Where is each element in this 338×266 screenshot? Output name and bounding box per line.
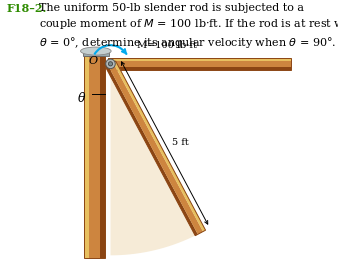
Polygon shape (82, 51, 109, 56)
Polygon shape (108, 58, 291, 61)
Polygon shape (84, 56, 89, 258)
Text: 5 ft: 5 ft (172, 139, 189, 147)
Polygon shape (84, 56, 105, 258)
Text: M=100 lb·ft: M=100 lb·ft (137, 41, 197, 50)
Polygon shape (105, 61, 206, 236)
Polygon shape (111, 64, 200, 255)
Text: The uniform 50-lb slender rod is subjected to a
couple moment of $M$ = 100 lb·ft: The uniform 50-lb slender rod is subject… (39, 3, 338, 50)
Text: F18–2.: F18–2. (7, 3, 47, 14)
Polygon shape (89, 56, 100, 258)
Polygon shape (108, 61, 291, 67)
Circle shape (108, 62, 113, 66)
Polygon shape (108, 67, 291, 70)
Polygon shape (100, 56, 105, 258)
Polygon shape (105, 65, 198, 236)
Circle shape (106, 59, 115, 69)
Polygon shape (108, 58, 291, 70)
Text: θ: θ (77, 92, 85, 105)
Text: O: O (89, 56, 98, 66)
Polygon shape (108, 63, 203, 234)
Ellipse shape (80, 47, 111, 55)
Polygon shape (113, 61, 206, 232)
